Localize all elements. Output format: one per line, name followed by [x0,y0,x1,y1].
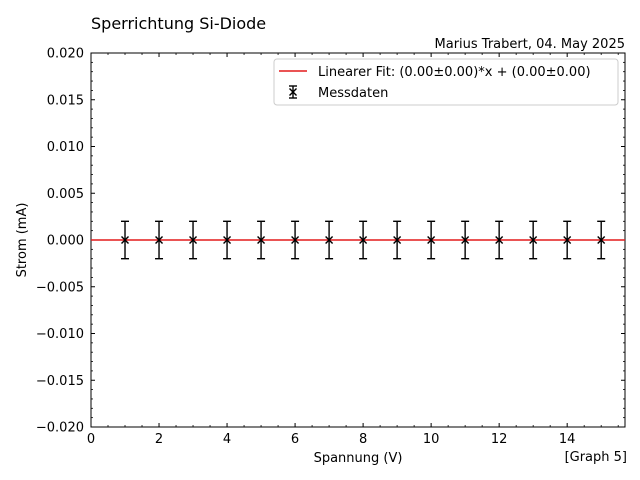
chart-title: Sperrichtung Si-Diode [91,14,266,33]
y-tick-label: −0.005 [36,280,84,295]
x-marker [563,236,572,244]
x-axis: 0 2 4 6 8 10 12 14 [87,53,619,447]
data-point [529,220,538,260]
x-marker [461,236,470,244]
data-point [427,220,436,260]
x-marker [155,236,164,244]
y-tick-label: 0.005 [47,187,84,202]
x-marker [359,236,368,244]
x-marker [393,236,402,244]
y-tick-label: 0.020 [47,47,84,62]
x-marker [257,236,266,244]
y-tick-label: −0.020 [36,421,84,436]
x-tick-label: 4 [223,432,231,447]
x-tick-label: 6 [291,432,299,447]
data-point [121,220,130,260]
data-point [495,220,504,260]
x-marker [597,236,606,244]
y-tick-label: 0.015 [47,93,84,108]
x-tick-label: 12 [491,432,508,447]
x-marker [495,236,504,244]
data-point [393,220,402,260]
data-point [563,220,572,260]
x-marker [291,236,300,244]
data-point [155,220,164,260]
legend-data-swatch [289,85,297,99]
data-point [291,220,300,260]
legend-data-label: Messdaten [318,86,388,101]
y-tick-label: −0.015 [36,374,84,389]
x-marker [325,236,334,244]
x-marker [529,236,538,244]
x-tick-label: 10 [423,432,440,447]
data-point [461,220,470,260]
x-marker [223,236,232,244]
data-point [597,220,606,260]
x-tick-label: 2 [155,432,163,447]
data-point [189,220,198,260]
y-axis-label: Strom (mA) [15,203,30,278]
y-tick-label: 0.010 [47,140,84,155]
data-point [325,220,334,260]
legend-box [273,58,619,106]
x-axis-label: Spannung (V) [314,451,403,466]
chart-subtitle: Marius Trabert, 04. May 2025 [435,37,625,52]
graph-number-label: [Graph 5] [565,450,627,465]
x-marker [189,236,198,244]
data-point [359,220,368,260]
data-point [223,220,232,260]
data-point [257,220,266,260]
x-marker [121,236,130,244]
y-tick-label: 0.000 [47,234,84,249]
legend: Linearer Fit: (0.00±0.00)*x + (0.00±0.00… [273,58,619,106]
legend-fit-label: Linearer Fit: (0.00±0.00)*x + (0.00±0.00… [318,65,591,80]
y-tick-label: −0.010 [36,327,84,342]
data-layer [121,220,606,260]
x-tick-label: 8 [359,432,367,447]
x-tick-label: 0 [87,432,95,447]
x-tick-label: 14 [559,432,576,447]
y-axis: 0.020 0.015 0.010 0.005 0.000 −0.005 −0.010 −0.… [36,47,625,436]
x-marker [427,236,436,244]
